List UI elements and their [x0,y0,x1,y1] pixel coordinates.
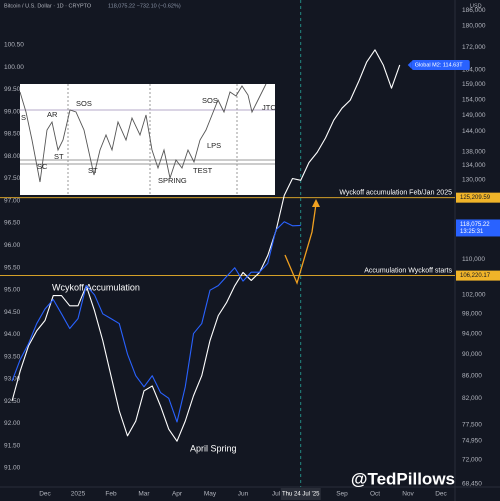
inset-label: ST [54,152,64,161]
series-line [11,221,301,423]
level-label-bg [368,266,453,275]
level-label-bg [346,188,453,197]
x-tick-label: Dec [39,491,51,498]
y2-tick-label: 130,000 [462,177,486,184]
series-tag: Global M2: 114.63T [415,62,464,68]
countdown: 13:25:31 [460,229,484,235]
x-tick-label: Nov [402,491,414,498]
y2-tick-label: 159,000 [462,81,486,88]
y-tick-label: 92.00 [4,420,21,427]
y2-tick-label: 86,000 [462,372,482,379]
price-box-label: 125,209.59 [460,195,491,201]
y2-tick-label: 72,000 [462,457,482,464]
y2-tick-label: 77,500 [462,422,482,429]
inset-label: SC [37,162,48,171]
inset-label: LPS [207,141,221,150]
annotation: Wcykoff Accumulation [52,282,140,292]
y-tick-label: 97.00 [4,197,21,204]
series-line [11,49,401,442]
y-tick-label: 99.50 [4,86,21,93]
series-tag-bg [411,59,470,70]
inset-label: AR [47,110,58,119]
y-tick-label: 92.50 [4,398,21,405]
y-tick-label: 91.50 [4,442,21,449]
last-price: 118,075.22 [460,222,490,228]
y-tick-label: 96.50 [4,220,21,227]
watermark: @TedPillows [351,469,455,488]
x-tick-label: Dec [435,491,447,498]
inset-box [20,84,275,195]
y-tick-label: 98.50 [4,131,21,138]
x-tick-label: Sep [336,491,348,498]
x-tick-label: Apr [172,491,183,498]
y2-tick-label: 186,000 [462,7,486,14]
y2-tick-label: 110,000 [462,256,485,263]
y2-tick-label: 82,000 [462,395,482,402]
y-tick-label: 98.00 [4,153,21,160]
inset-label: ST [88,166,98,175]
inset-label: SOS [76,99,92,108]
y2-tick-label: 172,000 [462,44,486,51]
y2-tick-label: 144,000 [462,128,486,135]
y2-tick-label: 90,000 [462,351,482,358]
x-tick-label: Mar [138,491,150,498]
y-tick-label: 95.00 [4,287,21,294]
x-tick-label: Feb [105,491,117,498]
y-tick-label: 100.50 [4,42,24,49]
y-tick-label: 97.50 [4,175,21,182]
inset-label: SPRING [158,176,187,185]
header-quote: 118,075.22 −732.10 (−0.62%) [108,3,181,9]
y2-tick-label: 154,000 [462,96,486,103]
y2-tick-label: 68,450 [462,481,482,488]
currency: USD [470,3,482,9]
inset-label: SOS [202,96,218,105]
y-tick-label: 100.00 [4,64,24,71]
inset-label: S [21,113,26,122]
level-label: Accumulation Wyckoff starts [364,267,452,274]
wyckoff-inset: S AR SOS ST SC ST SPRING TEST LPS SOS JT… [19,83,276,195]
y-tick-label: 96.00 [4,242,21,249]
price-box [456,192,500,203]
x-tick-label: Jun [238,491,249,498]
level-label: Wyckoff accumulation Feb/Jan 2025 [339,190,452,197]
y2-tick-label: 102,000 [462,292,486,299]
annotation: April Spring [190,443,237,453]
y2-tick-label: 98,000 [462,311,482,318]
y2-tick-label: 74,950 [462,438,482,445]
y2-tick-label: 164,000 [462,66,486,73]
y2-tick-label: 94,000 [462,330,482,337]
y2-tick-label: 180,000 [462,22,486,29]
y-tick-label: 91.00 [4,465,21,472]
y-tick-label: 94.00 [4,331,21,338]
header-title: Bitcoin / U.S. Dollar · 1D · CRYPTO [4,3,92,9]
price-box [456,270,500,281]
y-tick-label: 95.50 [4,264,21,271]
y-tick-label: 93.50 [4,353,21,360]
y2-tick-label: 134,000 [462,162,486,169]
y2-tick-label: 138,000 [462,148,486,155]
crosshair-date: Thu 24 Jul '25 [282,492,320,498]
y2-tick-label: 149,000 [462,112,486,119]
y-tick-label: 94.50 [4,309,21,316]
inset-label: TEST [193,166,213,175]
inset-price-path [19,83,267,183]
y-tick-label: 99.00 [4,108,21,115]
series-tag-pointer [407,60,412,69]
crosshair-date-bg [280,488,321,500]
x-tick-label: Oct [370,491,380,498]
price-box-label: 106,220.17 [460,273,491,279]
inset-label: JTC [262,103,276,112]
projection-arrow [284,203,317,285]
x-tick-label: 2025 [71,491,86,498]
last-price-box [456,219,500,237]
x-tick-label: May [204,491,217,498]
x-tick-label: Jul [272,491,281,498]
projection-arrowhead [312,199,320,207]
